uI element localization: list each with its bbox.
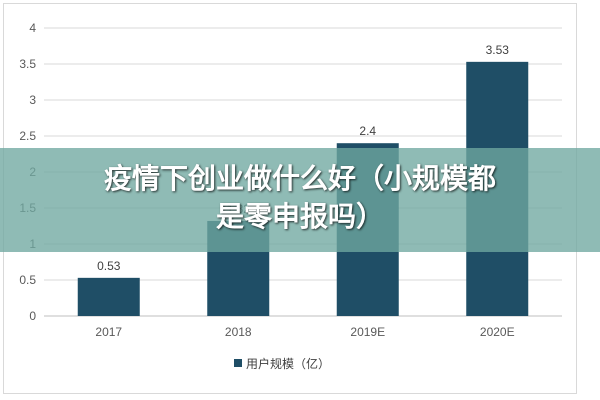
y-tick-label: 4 [29,21,36,35]
y-tick-label: 0 [29,309,36,323]
x-tick-label: 2019E [350,325,385,339]
data-label: 0.53 [97,259,121,273]
data-label: 3.53 [486,43,510,57]
banner-title-line-2: 是零申报吗） [215,200,384,233]
x-tick-label: 2018 [225,325,252,339]
banner-title: 疫情下创业做什么好（小规模都 是零申报吗） [0,160,600,236]
title-banner [0,148,600,252]
x-tick-label: 2017 [95,325,122,339]
legend-swatch [234,359,242,367]
data-label: 2.4 [359,124,376,138]
legend-label: 用户规模（亿） [246,356,330,371]
y-tick-label: 3.5 [19,57,36,71]
y-tick-label: 3 [29,93,36,107]
y-tick-label: 2.5 [19,129,36,143]
x-tick-label: 2020E [480,325,515,339]
legend: 用户规模（亿） [234,356,330,371]
y-tick-label: 0.5 [19,273,36,287]
banner-title-line-1: 疫情下创业做什么好（小规模都 [103,162,496,195]
bar [77,277,140,316]
x-axis-ticks: 2017 2018 2019E 2020E [95,325,514,339]
